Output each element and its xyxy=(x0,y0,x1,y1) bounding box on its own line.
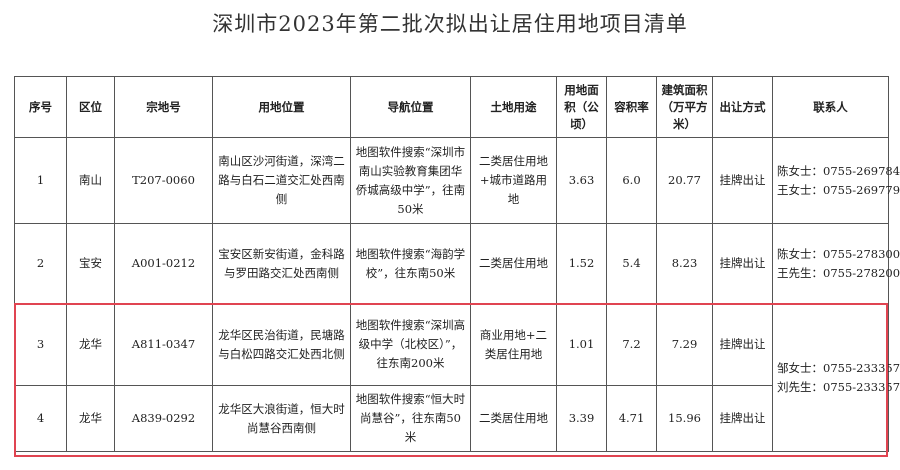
cell-building-area: 20.77 xyxy=(656,137,713,224)
header-land-use: 土地用途 xyxy=(470,76,557,138)
table-row: 3 龙华 A811-0347 龙华区民治街道，民塘路与白松四路交汇处西北侧 地图… xyxy=(14,303,900,452)
cell-method: 挂牌出让 xyxy=(712,137,773,224)
cell-method: 挂牌出让 xyxy=(712,303,773,386)
page-title: 深圳市2023年第二批次拟出让居住用地项目清单 xyxy=(212,12,688,36)
cell-area: 1.01 xyxy=(556,303,607,386)
cell-district: 宝安 xyxy=(66,223,115,304)
cell-district: 龙华 xyxy=(66,303,115,386)
cell-contact: 陈女士：0755-26978416 王女士：0755-26977946 xyxy=(772,137,900,224)
cell-location: 龙华区大浪街道，恒大时尚慧谷西南侧 xyxy=(212,385,351,452)
cell-area: 3.39 xyxy=(556,385,607,452)
header-parcel-id: 宗地号 xyxy=(114,76,213,138)
table-header-row: 序号 区位 宗地号 用地位置 导航位置 土地用途 用地面积（公顷） 容积率 建筑… xyxy=(14,76,889,138)
header-contact: 联系人 xyxy=(772,76,889,138)
cell-area: 1.52 xyxy=(556,223,607,304)
cell-location: 宝安区新安街道，金科路与罗田路交汇处西南侧 xyxy=(212,223,351,304)
cell-far: 7.2 xyxy=(606,303,657,386)
cell-district: 南山 xyxy=(66,137,115,224)
header-building-area: 建筑面积（万平方米） xyxy=(656,76,713,138)
cell-land-use: 二类居住用地 xyxy=(470,223,557,304)
cell-building-area: 8.23 xyxy=(656,223,713,304)
cell-parcel-id: A839-0292 xyxy=(114,385,213,452)
cell-contact-shared: 邹女士：0755-23335777 刘先生：0755-23335795 xyxy=(772,303,900,452)
cell-method: 挂牌出让 xyxy=(712,223,773,304)
contact-line: 王女士：0755-26977946 xyxy=(777,182,900,197)
cell-district: 龙华 xyxy=(66,385,115,452)
cell-far: 6.0 xyxy=(606,137,657,224)
cell-navigation: 地图软件搜索“恒大时尚慧谷”，往东南50米 xyxy=(350,385,471,452)
cell-land-use: 商业用地+二类居住用地 xyxy=(470,303,557,386)
header-far: 容积率 xyxy=(606,76,657,138)
contact-line: 邹女士：0755-23335777 xyxy=(777,360,900,375)
contact-line: 陈女士：0755-27830064 xyxy=(777,246,900,261)
contact-line: 刘先生：0755-23335795 xyxy=(777,379,900,394)
table-row: 2 宝安 A001-0212 宝安区新安街道，金科路与罗田路交汇处西南侧 地图软… xyxy=(14,223,900,304)
cell-no: 4 xyxy=(14,385,67,452)
cell-parcel-id: A811-0347 xyxy=(114,303,213,386)
cell-no: 1 xyxy=(14,137,67,224)
cell-land-use: 二类居住用地 xyxy=(470,385,557,452)
header-no: 序号 xyxy=(14,76,67,138)
cell-no: 3 xyxy=(14,303,67,386)
cell-location: 龙华区民治街道，民塘路与白松四路交汇处西北侧 xyxy=(212,303,351,386)
cell-land-use: 二类居住用地+城市道路用地 xyxy=(470,137,557,224)
cell-parcel-id: T207-0060 xyxy=(114,137,213,224)
cell-building-area: 7.29 xyxy=(656,303,713,386)
cell-far: 4.71 xyxy=(606,385,657,452)
land-parcel-table: 序号 区位 宗地号 用地位置 导航位置 土地用途 用地面积（公顷） 容积率 建筑… xyxy=(14,76,900,452)
table-row: 4 龙华 A839-0292 龙华区大浪街道，恒大时尚慧谷西南侧 地图软件搜索“… xyxy=(14,385,889,452)
cell-no: 2 xyxy=(14,223,67,304)
header-navigation: 导航位置 xyxy=(350,76,471,138)
cell-parcel-id: A001-0212 xyxy=(114,223,213,304)
header-location: 用地位置 xyxy=(212,76,351,138)
header-method: 出让方式 xyxy=(712,76,773,138)
cell-contact: 陈女士：0755-27830064 王先生：0755-27820058 xyxy=(772,223,900,304)
table-row: 1 南山 T207-0060 南山区沙河街道，深湾二路与白石二道交汇处西南侧 地… xyxy=(14,137,900,224)
cell-location: 南山区沙河街道，深湾二路与白石二道交汇处西南侧 xyxy=(212,137,351,224)
cell-far: 5.4 xyxy=(606,223,657,304)
header-area: 用地面积（公顷） xyxy=(556,76,607,138)
cell-method: 挂牌出让 xyxy=(712,385,773,452)
cell-area: 3.63 xyxy=(556,137,607,224)
contact-line: 王先生：0755-27820058 xyxy=(777,265,900,280)
cell-navigation: 地图软件搜索“深圳高级中学（北校区）”，往东南200米 xyxy=(350,303,471,386)
cell-building-area: 15.96 xyxy=(656,385,713,452)
header-district: 区位 xyxy=(66,76,115,138)
cell-navigation: 地图软件搜索“海韵学校”，往东南50米 xyxy=(350,223,471,304)
contact-line: 陈女士：0755-26978416 xyxy=(777,163,900,178)
cell-navigation: 地图软件搜索“深圳市南山实验教育集团华侨城高级中学”，往南50米 xyxy=(350,137,471,224)
